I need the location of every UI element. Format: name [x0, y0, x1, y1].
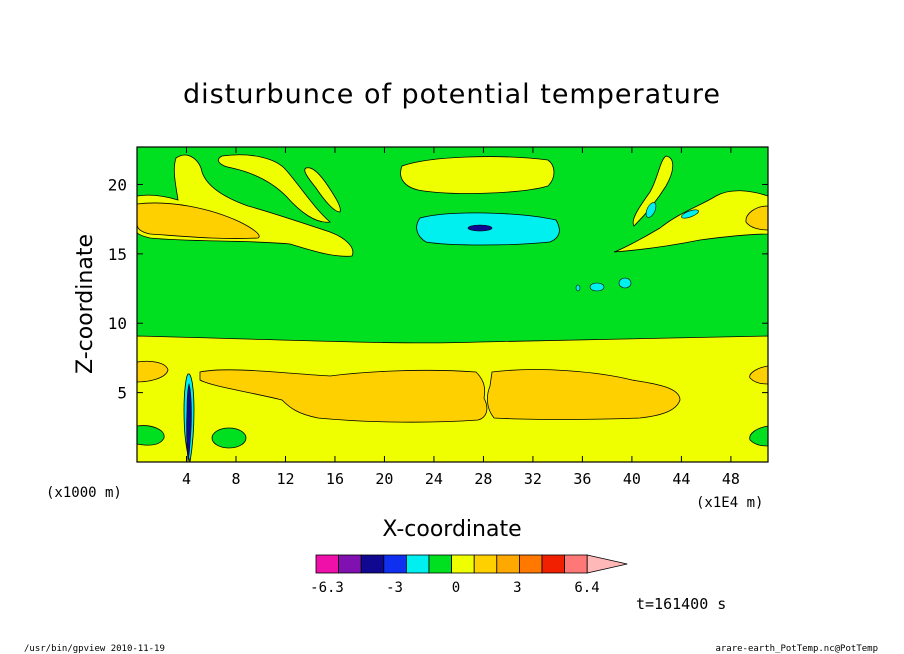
x-tick-label: 48 [722, 470, 740, 488]
contour-region-yellow-ridge-2 [304, 167, 341, 213]
time-label: t=161400 s [636, 595, 726, 613]
plot-frame [136, 146, 769, 463]
x-tick-label: 44 [672, 470, 690, 488]
x-tick-label: 28 [474, 470, 492, 488]
y-axis-ticks: 5 10 15 20 [108, 175, 768, 403]
colorbar-tick-label: 6.4 [574, 580, 599, 596]
colorbar-swatch [405, 554, 430, 574]
x-tick-label: 24 [425, 470, 443, 488]
contour-region-yellow-top-center [400, 156, 555, 194]
colorbar-swatch [473, 554, 498, 574]
chart-title: disturbunce of potential temperature [183, 79, 721, 110]
colorbar-tick-label: 0 [452, 580, 460, 596]
colorbar-tick-label: -3 [386, 580, 403, 596]
contour-region-cyan-right-3 [589, 282, 605, 292]
contour-region-blue-core [467, 224, 493, 232]
contour-region-yellow-ridge-right [632, 155, 674, 227]
contour-region-cyan-right-4 [618, 277, 632, 289]
colorbar-swatch [383, 554, 407, 574]
x-unit-left: (x1000 m) [46, 485, 122, 501]
contour-region-orange-lower-left [199, 369, 488, 423]
contour-region-orange-lower-right [486, 369, 681, 420]
y-tick-label: 15 [108, 245, 127, 264]
contour-region-orange-right-edge [749, 365, 769, 385]
footer-right: arare-earth_PotTemp.nc@PotTemp [715, 644, 878, 654]
x-axis-ticks: 4 8 12 16 20 24 28 32 36 40 44 48 [182, 147, 740, 488]
colorbar: -6.3 -3 0 3 6.4 [310, 554, 628, 596]
contour-region-green-spot-2 [211, 427, 247, 449]
colorbar-swatch [451, 554, 475, 574]
x-tick-label: 12 [276, 470, 294, 488]
contour-region-green-spot-3 [749, 425, 769, 447]
contour-region-green-spot-1 [136, 425, 165, 446]
x-tick-label: 16 [326, 470, 344, 488]
x-tick-label: 40 [623, 470, 641, 488]
y-tick-label: 10 [108, 314, 127, 333]
contour-region-cyan-right-1 [645, 202, 657, 218]
contour-region-yellow-upper-right [613, 190, 769, 253]
contour-region-cyan-right-5 [575, 284, 581, 292]
x-tick-label: 4 [182, 470, 191, 488]
contour-region-yellow-ridge-1 [218, 154, 331, 223]
footer-left: /usr/bin/gpview 2010-11-19 [24, 644, 165, 654]
x-tick-label: 36 [573, 470, 591, 488]
colorbar-swatch [496, 554, 520, 574]
colorbar-swatch [428, 554, 453, 574]
y-tick-label: 5 [117, 384, 127, 403]
colorbar-extension [586, 554, 628, 574]
colorbar-swatch [315, 554, 340, 574]
contour-region-orange-upper-right [745, 205, 769, 231]
x-tick-label: 8 [231, 470, 240, 488]
contour-region-orange-left-edge [136, 360, 169, 383]
y-axis-label: Z-coordinate [73, 234, 98, 374]
x-unit-right: (x1E4 m) [696, 495, 763, 511]
colorbar-tick-label: 3 [513, 580, 521, 596]
y-tick-label: 20 [108, 175, 127, 194]
x-tick-label: 20 [375, 470, 393, 488]
colorbar-swatch [338, 554, 362, 574]
x-axis-label: X-coordinate [382, 517, 521, 542]
colorbar-swatch [564, 554, 588, 574]
colorbar-swatch [519, 554, 543, 574]
colorbar-swatch [360, 554, 385, 574]
colorbar-tick-label: -6.3 [310, 580, 344, 596]
contour-region-orange-upper-left [136, 202, 260, 239]
colorbar-swatch [541, 554, 566, 574]
x-tick-label: 32 [524, 470, 542, 488]
contour-region-cyan-right-2 [681, 209, 699, 219]
